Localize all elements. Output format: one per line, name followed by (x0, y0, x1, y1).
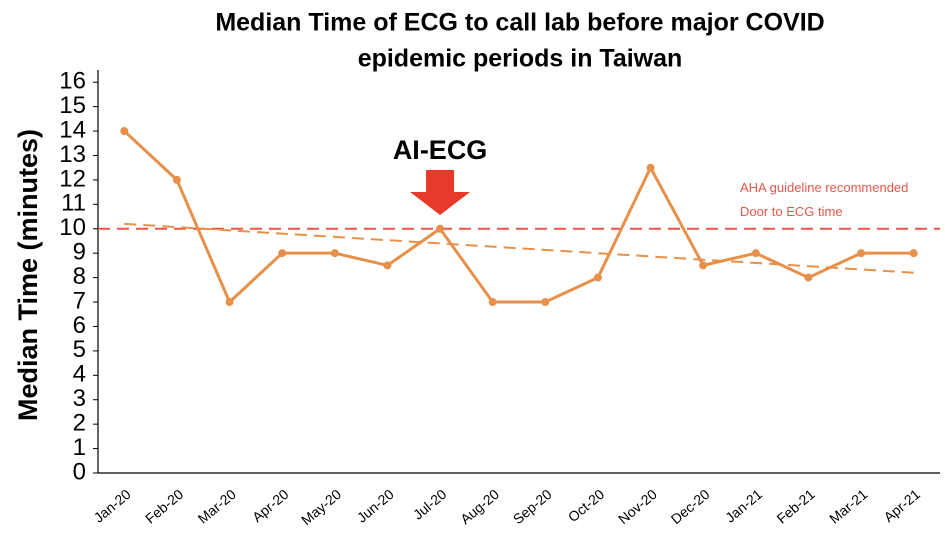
data-point (120, 127, 129, 136)
x-tick-label: Jan-20 (91, 486, 134, 526)
data-point (541, 298, 550, 307)
data-point (436, 224, 445, 233)
trendline (124, 222, 914, 274)
y-tick-label: 1 (73, 434, 86, 461)
y-tick-label: 4 (73, 361, 86, 388)
y-tick-label: 8 (73, 263, 86, 290)
y-tick-label: 10 (59, 214, 86, 241)
x-tick-label: Jun-20 (354, 486, 397, 526)
y-tick-label: 6 (73, 312, 86, 339)
y-tick-label: 5 (73, 336, 86, 363)
data-point (383, 261, 392, 270)
x-tick-label: Aug-20 (457, 486, 502, 527)
x-tick-label: Oct-20 (565, 486, 608, 525)
y-tick-label: 7 (73, 287, 86, 314)
data-point (593, 273, 602, 282)
y-tick-label: 0 (73, 458, 86, 485)
data-point (172, 175, 181, 184)
data-point (857, 249, 866, 258)
x-tick-label: Mar-20 (195, 486, 239, 527)
data-point (225, 298, 234, 307)
annotation-text: AI-ECG (393, 135, 488, 165)
x-tick-label: Feb-20 (142, 486, 186, 527)
x-tick-label: Sep-20 (510, 486, 555, 527)
data-point (330, 249, 339, 258)
y-tick-label: 2 (73, 409, 86, 436)
y-tick-label: 12 (59, 165, 86, 192)
chart-title: Median Time of ECG to call lab before ma… (215, 9, 824, 37)
x-tick-label: Jul-20 (410, 486, 450, 523)
x-tick-label: Mar-21 (826, 486, 870, 527)
x-tick-label: Feb-21 (773, 486, 817, 527)
data-point (804, 273, 813, 282)
reference-label: AHA guideline recommended (740, 180, 908, 195)
data-point (751, 249, 760, 258)
x-tick-label: May-20 (298, 486, 344, 528)
x-tick-label: Dec-20 (668, 486, 713, 527)
reference-label: Door to ECG time (740, 204, 843, 219)
y-tick-label: 13 (59, 141, 86, 168)
data-point (488, 298, 497, 307)
annotation-arrow (410, 170, 471, 215)
y-tick-label: 9 (73, 239, 86, 266)
y-tick-label: 3 (73, 385, 86, 412)
data-point (278, 249, 287, 258)
y-tick-label: 14 (59, 116, 86, 143)
y-tick-label: 16 (59, 68, 86, 95)
data-point (646, 163, 655, 172)
data-point (909, 249, 918, 258)
y-tick-label: 15 (59, 92, 86, 119)
y-axis-label: Median Time (minutes) (13, 129, 43, 421)
x-tick-label: Jan-21 (722, 486, 765, 526)
y-tick-label: 11 (61, 190, 86, 217)
data-point (699, 261, 708, 270)
x-tick-label: Apr-20 (249, 486, 292, 525)
chart-title: epidemic periods in Taiwan (358, 45, 683, 73)
x-tick-label: Nov-20 (615, 486, 660, 527)
x-tick-label: Apr-21 (881, 486, 924, 525)
data-line (123, 129, 914, 305)
